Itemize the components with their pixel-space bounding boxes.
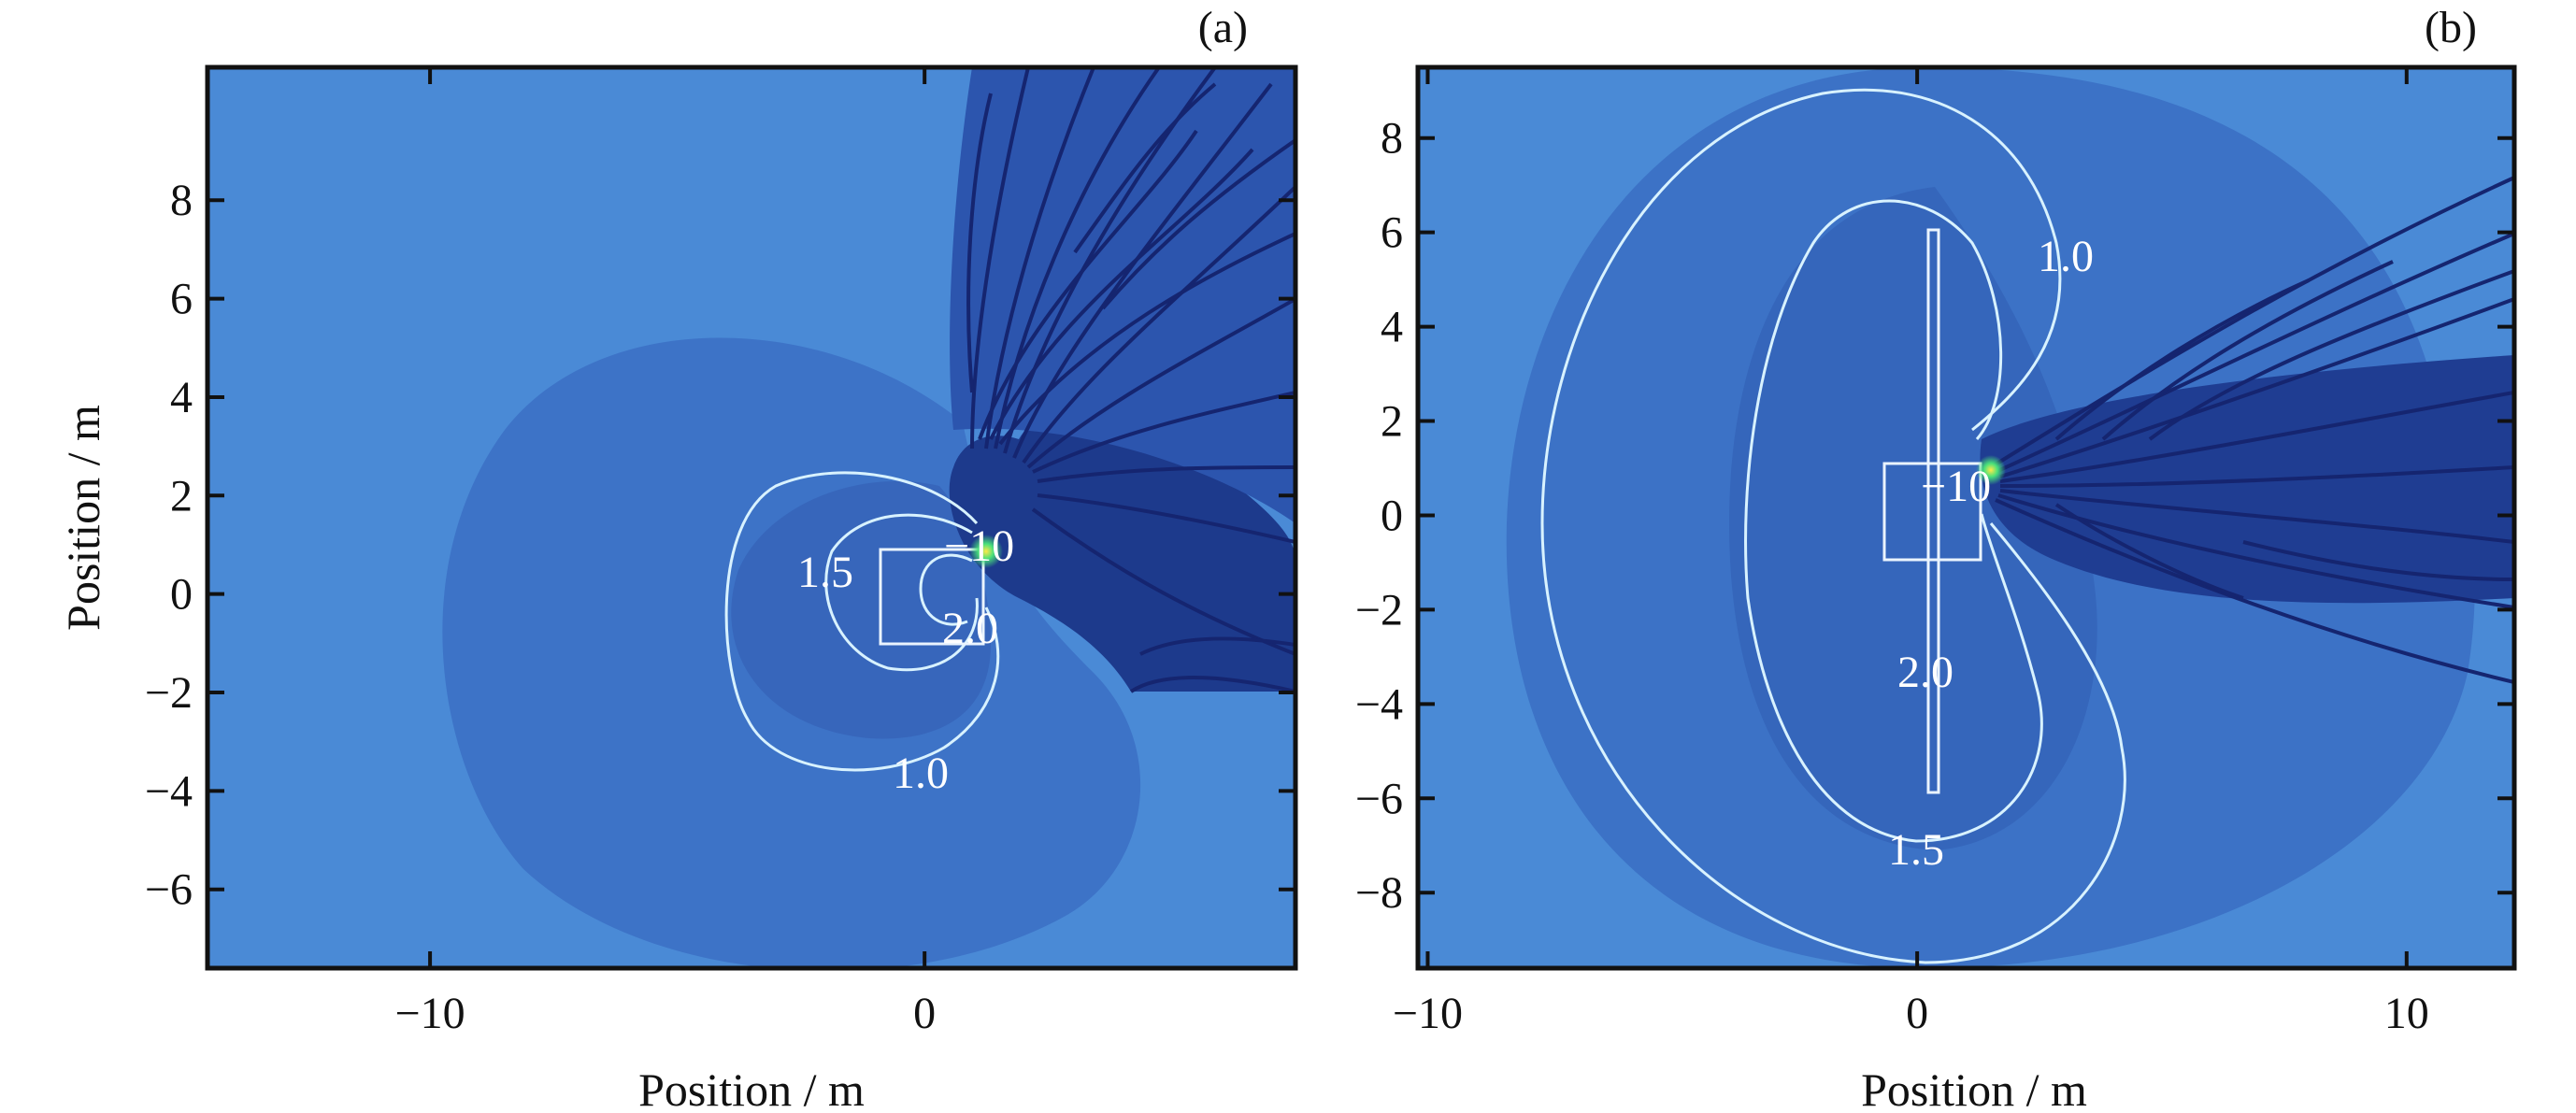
x-tick-label: −10 <box>395 989 465 1038</box>
contour-label: −10 <box>1921 462 1991 511</box>
x-tick-label: 0 <box>1906 989 1928 1038</box>
x-tick-label: −10 <box>1393 989 1463 1038</box>
contour-label: 2.0 <box>942 604 998 653</box>
contour-1-5-a <box>824 513 979 672</box>
contour-label: 1.0 <box>893 749 949 798</box>
contour-1-0-a <box>724 471 1000 772</box>
y-tick-label: 8 <box>170 176 193 225</box>
y-tick-label: −2 <box>145 668 193 718</box>
inner-region-a <box>731 480 991 739</box>
x-axis-label-a: Position / m <box>638 1063 865 1113</box>
y-tick-label: 0 <box>1381 491 1403 540</box>
wire-loop-b <box>1882 462 1982 562</box>
hotspot-a <box>969 535 1003 568</box>
y-tick-label: 8 <box>1381 114 1403 164</box>
plot-area-b <box>1418 67 2514 968</box>
contours-b <box>1540 88 2126 964</box>
panel-tag-a: (a) <box>1198 3 1248 52</box>
contour-label: 1.5 <box>1888 825 1944 875</box>
contour-label: −10 <box>944 521 1014 571</box>
y-tick-label: −2 <box>1355 585 1403 635</box>
contour-labels-b: 1.0 −10 2.0 1.5 <box>1888 232 2094 875</box>
y-tick-label: 6 <box>170 275 193 324</box>
x-tick-label: 0 <box>913 989 936 1038</box>
axes-b: −10 0 10 −8 −6 −4 −2 0 2 4 6 8 <box>1355 67 2514 1038</box>
y-tick-label: −8 <box>1355 868 1403 918</box>
plot-frame-a <box>205 64 1298 971</box>
contours-a <box>724 471 1000 772</box>
y-tick-label: −4 <box>145 766 193 816</box>
y-tick-label: 0 <box>170 570 193 620</box>
inner-region-b <box>1729 187 2097 850</box>
contour-label: 2.0 <box>1897 648 1953 697</box>
y-tick-label: −6 <box>145 865 193 915</box>
x-axis-label-b: Position / m <box>1861 1063 2087 1113</box>
plot-area-a <box>208 67 1295 968</box>
hotspot-b <box>1976 455 2006 485</box>
y-tick-label: 2 <box>1381 397 1403 447</box>
streamlines-a <box>966 67 1295 693</box>
contour-1-0-b <box>1540 88 2126 964</box>
y-tick-label: 4 <box>1381 303 1403 352</box>
y-axis-label-a: Position / m <box>57 405 109 631</box>
y-tick-label: 4 <box>170 373 193 422</box>
y-tick-label: 6 <box>1381 208 1403 258</box>
panel-tag-b: (b) <box>2425 3 2477 52</box>
y-tick-label: −6 <box>1355 774 1403 823</box>
panel-a: −10 0 −6 −4 −2 0 2 4 6 8 1.5 −10 2.0 1.0 (a) Posi… <box>57 3 1298 1113</box>
y-tick-label: 2 <box>170 471 193 521</box>
contour-label: 1.5 <box>797 548 853 597</box>
contour-2-0-a <box>919 553 973 626</box>
y-tick-label: −4 <box>1355 679 1403 729</box>
plot-frame-b <box>1415 64 2517 971</box>
axes-a: −10 0 −6 −4 −2 0 2 4 6 8 <box>145 67 1295 1038</box>
vertical-conductor-b <box>1926 228 1940 794</box>
contour-labels-a: 1.5 −10 2.0 1.0 <box>797 521 1014 798</box>
contour-1-5-b <box>1744 199 2043 843</box>
wire-loop-a <box>879 548 985 646</box>
x-tick-label: 10 <box>2384 989 2429 1038</box>
streamlines-b <box>1989 176 2514 684</box>
contour-label: 1.0 <box>2038 232 2094 281</box>
